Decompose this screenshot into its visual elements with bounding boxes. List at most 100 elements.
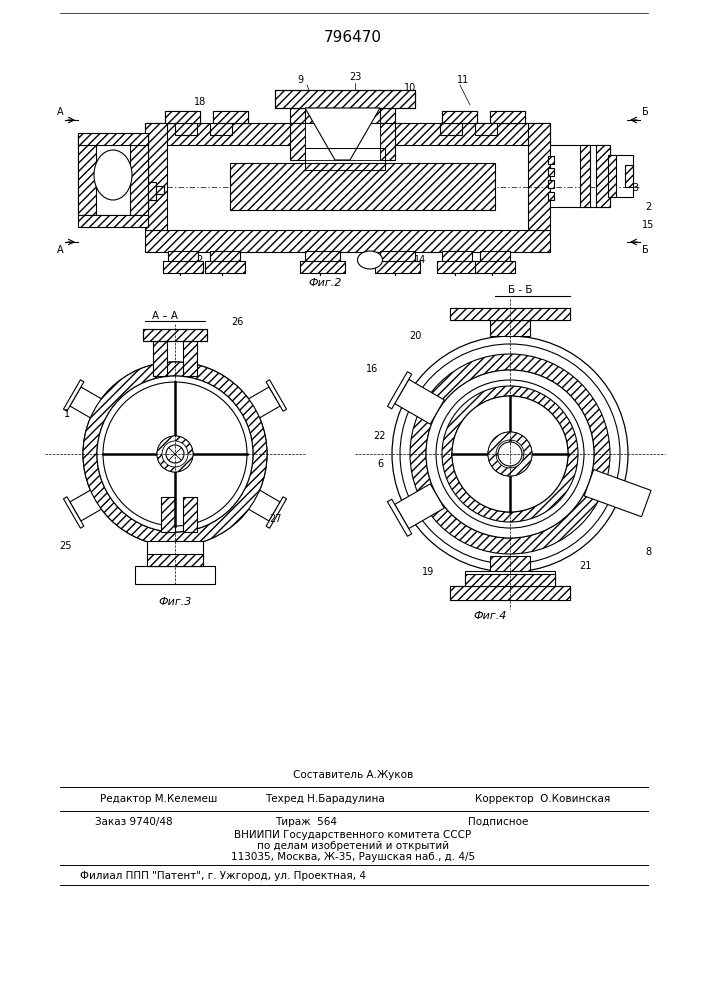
Polygon shape: [237, 483, 280, 521]
Polygon shape: [305, 108, 380, 160]
Bar: [596, 145, 610, 207]
Bar: [380, 123, 395, 160]
Text: по делам изобретений и открытий: по делам изобретений и открытий: [257, 841, 449, 851]
Bar: [230, 163, 495, 210]
Text: 25: 25: [59, 541, 71, 551]
Polygon shape: [266, 380, 286, 411]
Bar: [156, 186, 164, 194]
Polygon shape: [64, 497, 84, 528]
Bar: [183, 341, 197, 376]
Polygon shape: [266, 497, 286, 528]
Text: 12: 12: [192, 255, 204, 265]
Bar: [465, 571, 555, 586]
Bar: [205, 261, 245, 273]
Bar: [275, 90, 415, 108]
Bar: [135, 566, 215, 584]
Polygon shape: [237, 387, 280, 425]
Bar: [480, 251, 510, 263]
Text: Филиал ППП "Патент", г. Ужгород, ул. Проектная, 4: Филиал ППП "Патент", г. Ужгород, ул. Про…: [80, 871, 366, 881]
Bar: [165, 111, 200, 123]
Text: Фиг.2: Фиг.2: [308, 278, 341, 288]
Bar: [163, 261, 203, 273]
Circle shape: [488, 432, 532, 476]
Bar: [548, 168, 554, 176]
Bar: [442, 111, 477, 123]
Text: 23: 23: [349, 72, 361, 82]
Text: 19: 19: [422, 567, 434, 577]
Wedge shape: [442, 386, 578, 522]
Bar: [608, 155, 633, 197]
Bar: [375, 261, 420, 273]
Bar: [78, 135, 96, 215]
Text: Составитель А.Жуков: Составитель А.Жуков: [293, 770, 413, 780]
Bar: [300, 261, 345, 273]
Wedge shape: [488, 432, 532, 476]
Text: 113035, Москва, Ж-35, Раушская наб., д. 4/5: 113035, Москва, Ж-35, Раушская наб., д. …: [231, 852, 475, 862]
Bar: [450, 308, 570, 320]
Bar: [580, 145, 590, 207]
Bar: [78, 135, 148, 215]
Circle shape: [166, 445, 184, 463]
Text: 10: 10: [404, 83, 416, 93]
Bar: [490, 320, 530, 336]
Bar: [130, 135, 148, 215]
Bar: [305, 251, 340, 263]
Text: Заказ 9740/48: Заказ 9740/48: [95, 817, 173, 827]
Text: Фиг.4: Фиг.4: [473, 611, 507, 621]
Bar: [548, 192, 554, 200]
Bar: [168, 251, 198, 263]
Text: 20: 20: [409, 331, 421, 341]
Text: 21: 21: [579, 561, 591, 571]
Text: 22: 22: [374, 431, 386, 441]
Bar: [305, 108, 380, 160]
Text: Б: Б: [642, 107, 648, 117]
Text: А: А: [57, 107, 64, 117]
Text: Б: Б: [642, 245, 648, 255]
Wedge shape: [410, 354, 610, 554]
Bar: [305, 148, 385, 170]
Bar: [153, 341, 167, 376]
Text: Фиг.3: Фиг.3: [158, 597, 192, 607]
Bar: [360, 108, 395, 123]
Bar: [490, 111, 525, 123]
Text: 9: 9: [297, 75, 303, 85]
Bar: [450, 308, 570, 320]
Circle shape: [103, 382, 247, 526]
Bar: [148, 182, 156, 200]
Circle shape: [83, 362, 267, 546]
Circle shape: [97, 376, 253, 532]
Bar: [167, 123, 528, 230]
Bar: [161, 497, 175, 532]
Polygon shape: [70, 387, 113, 425]
Text: 796470: 796470: [324, 29, 382, 44]
Circle shape: [426, 370, 594, 538]
Bar: [440, 123, 462, 135]
Bar: [550, 145, 610, 207]
Bar: [78, 133, 148, 145]
Text: 17: 17: [522, 439, 534, 449]
Circle shape: [392, 336, 628, 572]
Bar: [147, 541, 203, 566]
Polygon shape: [387, 499, 411, 536]
Wedge shape: [83, 362, 267, 546]
Bar: [175, 123, 197, 135]
Text: 16: 16: [366, 364, 378, 374]
Bar: [165, 111, 200, 123]
Bar: [465, 574, 555, 586]
Bar: [528, 123, 550, 230]
Bar: [450, 586, 570, 600]
Bar: [548, 156, 554, 164]
Text: 15: 15: [642, 220, 654, 230]
Text: Тираж  564: Тираж 564: [275, 817, 337, 827]
Text: 18: 18: [194, 97, 206, 107]
Text: 1: 1: [64, 409, 70, 419]
Polygon shape: [70, 483, 113, 521]
Bar: [548, 180, 554, 188]
Bar: [475, 261, 515, 273]
Text: А: А: [57, 245, 64, 255]
Bar: [290, 108, 325, 123]
Bar: [163, 261, 203, 273]
Ellipse shape: [358, 251, 382, 269]
Bar: [143, 329, 207, 341]
Bar: [490, 556, 530, 572]
